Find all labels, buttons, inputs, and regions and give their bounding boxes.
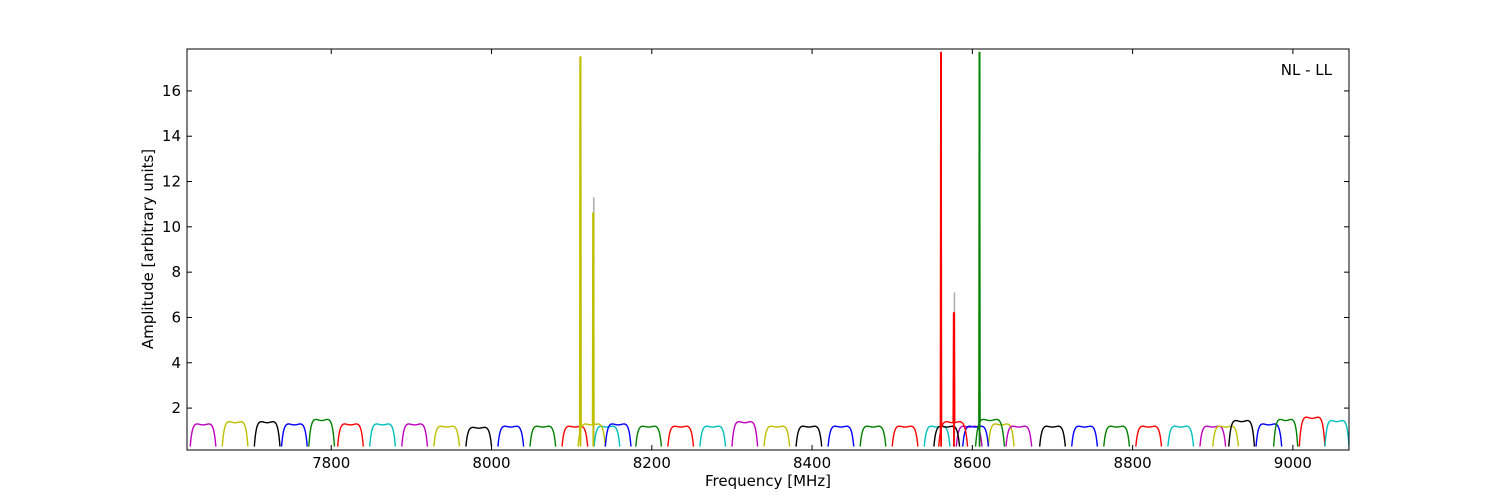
series-line-29 [933, 425, 961, 447]
series-line-17 [635, 425, 663, 447]
series-line-16 [604, 423, 632, 447]
series-line-22 [795, 425, 823, 447]
series-line-41 [1228, 419, 1256, 447]
x-axis: 7800 8000 8200 8400 8600 8800 9000 [312, 49, 1312, 472]
series-line-19 [699, 425, 727, 447]
x-tick-label: 7800 [312, 454, 350, 472]
series-line-1 [189, 423, 217, 447]
series-line-6 [336, 423, 364, 447]
series-line-38 [1167, 425, 1195, 447]
series-line-9 [433, 425, 461, 447]
series-line-15 [577, 56, 607, 447]
series-line-8 [401, 423, 429, 447]
series-line-34 [1038, 425, 1067, 447]
y-tick-label: 16 [162, 82, 181, 100]
series-line-4 [280, 423, 308, 447]
x-tick-label: 8400 [793, 454, 831, 472]
series-line-10 [465, 426, 493, 447]
series-line-21 [763, 425, 791, 447]
x-tick-label: 8600 [953, 454, 991, 472]
series-line-25 [891, 425, 919, 447]
series-line-43 [1272, 418, 1299, 447]
series-line-37 [1135, 425, 1163, 447]
y-tick-label: 6 [171, 308, 181, 326]
series-line-39 [1199, 425, 1227, 447]
x-tick-label: 8800 [1114, 454, 1152, 472]
series-line-5 [308, 418, 336, 447]
y-tick-label: 12 [162, 173, 181, 191]
series-line-13 [561, 425, 589, 447]
y-tick-label: 10 [162, 218, 181, 236]
x-axis-label: Frequency [MHz] [705, 472, 831, 490]
y-tick-label: 8 [171, 263, 181, 281]
series-layer [189, 51, 1349, 447]
series-line-24 [859, 425, 887, 447]
series-line-36 [1103, 425, 1131, 447]
series-line-23 [827, 425, 855, 447]
series-line-12 [529, 425, 557, 447]
plot-area-frame [186, 48, 1350, 451]
series-line-7 [369, 423, 397, 447]
series-line-20 [731, 420, 759, 447]
x-tick-label: 8000 [472, 454, 510, 472]
series-line-40 [1212, 425, 1240, 447]
annotation-label: NL - LL [1281, 61, 1333, 79]
y-tick-label: 2 [171, 399, 181, 417]
y-axis: 2 4 6 8 10 12 14 16 [162, 82, 1349, 417]
y-tick-label: 4 [171, 354, 181, 372]
series-line-14 [593, 425, 621, 447]
x-tick-label: 9000 [1274, 454, 1312, 472]
series-line-33 [1005, 425, 1033, 447]
series-line-45 [1324, 419, 1349, 447]
x-tick-label: 8200 [633, 454, 671, 472]
y-axis-label: Amplitude [arbitrary units] [139, 149, 157, 349]
series-line-18 [667, 425, 695, 447]
series-line-3 [253, 420, 281, 447]
series-line-30 [962, 425, 990, 447]
series-line-35 [1071, 425, 1099, 447]
series-line-44 [1298, 416, 1326, 447]
series-line-42 [1255, 423, 1283, 447]
y-tick-label: 14 [162, 127, 181, 145]
series-line-11 [497, 425, 525, 447]
series-line-2 [221, 420, 249, 447]
